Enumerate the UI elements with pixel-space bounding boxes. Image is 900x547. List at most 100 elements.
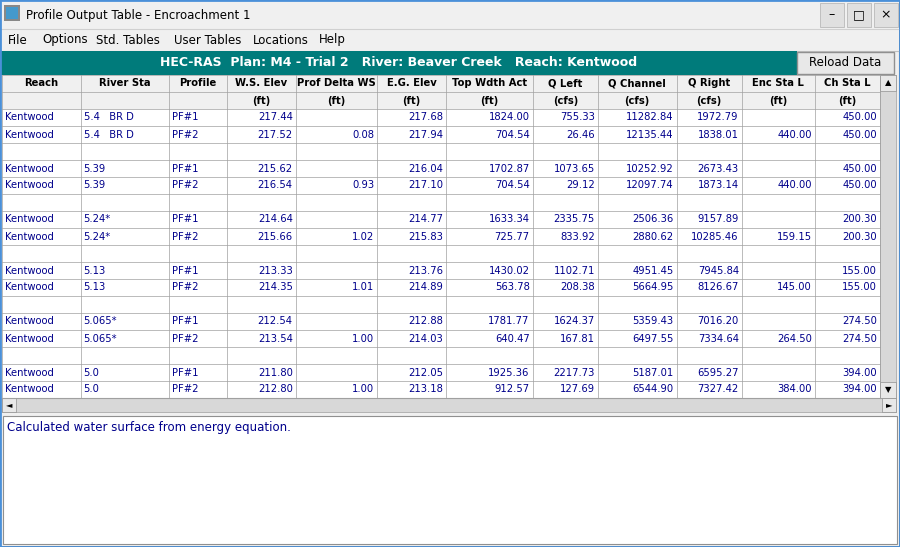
Bar xyxy=(820,3,844,27)
Text: 0.08: 0.08 xyxy=(352,130,374,139)
Text: 5.0: 5.0 xyxy=(84,368,100,377)
Text: File: File xyxy=(8,33,28,46)
Text: 214.64: 214.64 xyxy=(257,214,292,224)
Text: Q Left: Q Left xyxy=(548,79,582,89)
Text: 213.54: 213.54 xyxy=(257,334,292,344)
Bar xyxy=(1,1,899,29)
Text: River Sta: River Sta xyxy=(99,79,150,89)
Text: PF#1: PF#1 xyxy=(172,265,199,276)
Text: PF#2: PF#2 xyxy=(172,334,199,344)
Text: 394.00: 394.00 xyxy=(842,385,877,394)
Text: 200.30: 200.30 xyxy=(842,214,877,224)
Text: Kentwood: Kentwood xyxy=(5,231,54,241)
Text: 214.89: 214.89 xyxy=(409,282,444,293)
Text: 912.57: 912.57 xyxy=(494,385,529,394)
Text: –: – xyxy=(829,9,835,21)
Bar xyxy=(847,3,871,27)
Text: 127.69: 127.69 xyxy=(560,385,595,394)
Bar xyxy=(2,296,880,313)
Text: Kentwood: Kentwood xyxy=(5,164,54,173)
Text: (cfs): (cfs) xyxy=(625,96,650,106)
Text: 217.10: 217.10 xyxy=(409,181,444,190)
Text: 217.94: 217.94 xyxy=(409,130,444,139)
Text: PF#2: PF#2 xyxy=(172,282,199,293)
Text: 5.065*: 5.065* xyxy=(84,317,117,327)
Text: PF#2: PF#2 xyxy=(172,130,199,139)
Text: 384.00: 384.00 xyxy=(778,385,812,394)
Text: 155.00: 155.00 xyxy=(842,282,877,293)
Text: 563.78: 563.78 xyxy=(495,282,529,293)
Text: 5.13: 5.13 xyxy=(84,282,106,293)
Text: 704.54: 704.54 xyxy=(495,130,529,139)
Text: (ft): (ft) xyxy=(770,96,788,106)
Text: Profile: Profile xyxy=(179,79,216,89)
Text: (ft): (ft) xyxy=(838,96,857,106)
Text: PF#2: PF#2 xyxy=(172,385,199,394)
Text: 5.13: 5.13 xyxy=(84,265,106,276)
Bar xyxy=(880,382,896,398)
Text: 274.50: 274.50 xyxy=(842,334,877,344)
Bar xyxy=(2,143,880,160)
Text: 1.02: 1.02 xyxy=(352,231,374,241)
Text: 6595.27: 6595.27 xyxy=(698,368,739,377)
Text: 2506.36: 2506.36 xyxy=(633,214,673,224)
Text: 5.0: 5.0 xyxy=(84,385,100,394)
Text: 5.39: 5.39 xyxy=(84,164,106,173)
Text: 1972.79: 1972.79 xyxy=(698,113,739,123)
Text: 5.24*: 5.24* xyxy=(84,231,111,241)
Bar xyxy=(2,75,880,109)
Bar xyxy=(2,279,880,296)
Text: 2673.43: 2673.43 xyxy=(698,164,739,173)
Text: Help: Help xyxy=(319,33,346,46)
Bar xyxy=(882,398,896,412)
Text: Profile Output Table - Encroachment 1: Profile Output Table - Encroachment 1 xyxy=(26,9,250,21)
Text: 26.46: 26.46 xyxy=(566,130,595,139)
Text: Enc Sta L: Enc Sta L xyxy=(752,79,805,89)
Text: 394.00: 394.00 xyxy=(842,368,877,377)
Bar xyxy=(1,414,899,546)
Text: 10252.92: 10252.92 xyxy=(626,164,673,173)
Text: 7327.42: 7327.42 xyxy=(698,385,739,394)
Bar xyxy=(4,5,20,21)
Text: PF#1: PF#1 xyxy=(172,214,199,224)
Text: 6497.55: 6497.55 xyxy=(632,334,673,344)
Text: 640.47: 640.47 xyxy=(495,334,529,344)
Bar xyxy=(2,245,880,262)
Text: 1.00: 1.00 xyxy=(352,334,374,344)
Text: 440.00: 440.00 xyxy=(778,130,812,139)
Text: 214.77: 214.77 xyxy=(409,214,444,224)
Text: 167.81: 167.81 xyxy=(560,334,595,344)
Text: 1925.36: 1925.36 xyxy=(489,368,529,377)
Text: 450.00: 450.00 xyxy=(842,164,877,173)
Text: 450.00: 450.00 xyxy=(842,113,877,123)
Text: (ft): (ft) xyxy=(252,96,270,106)
Text: 2880.62: 2880.62 xyxy=(633,231,673,241)
Text: 212.05: 212.05 xyxy=(409,368,444,377)
Text: 1702.87: 1702.87 xyxy=(489,164,529,173)
Bar xyxy=(2,313,880,330)
Text: 213.18: 213.18 xyxy=(409,385,444,394)
Bar xyxy=(2,194,880,211)
Text: 216.54: 216.54 xyxy=(257,181,292,190)
Text: PF#1: PF#1 xyxy=(172,317,199,327)
Text: Kentwood: Kentwood xyxy=(5,214,54,224)
Text: 5.24*: 5.24* xyxy=(84,214,111,224)
Text: 1633.34: 1633.34 xyxy=(489,214,529,224)
Text: Kentwood: Kentwood xyxy=(5,282,54,293)
Bar xyxy=(2,177,880,194)
Bar xyxy=(874,3,898,27)
Text: Options: Options xyxy=(43,33,88,46)
Text: 2335.75: 2335.75 xyxy=(554,214,595,224)
Text: ►: ► xyxy=(886,400,892,410)
Text: 5.065*: 5.065* xyxy=(84,334,117,344)
Text: 5.4   BR D: 5.4 BR D xyxy=(84,113,133,123)
Text: 264.50: 264.50 xyxy=(777,334,812,344)
Text: Q Right: Q Right xyxy=(688,79,730,89)
Text: 5359.43: 5359.43 xyxy=(633,317,673,327)
Text: User Tables: User Tables xyxy=(175,33,242,46)
Bar xyxy=(3,416,897,544)
Text: 450.00: 450.00 xyxy=(842,130,877,139)
Text: 12135.44: 12135.44 xyxy=(626,130,673,139)
Text: 0.93: 0.93 xyxy=(352,181,374,190)
Text: 213.76: 213.76 xyxy=(409,265,444,276)
